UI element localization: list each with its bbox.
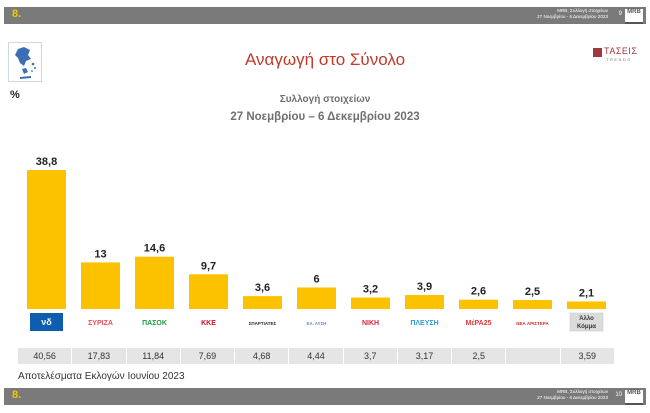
slide-number: 9 xyxy=(618,11,622,17)
party-logo-text: ΣΥΡΙΖΑ xyxy=(88,320,113,327)
previous-results-table: 40,56 17,83 11,84 7,69 4,68 4,44 3,7 3,17 2,5 3,5… xyxy=(18,348,615,364)
party-logo xyxy=(246,313,279,331)
bar-chart: 38,8 νδ 13 ΣΥΡΙΖΑ 14,6 ΠΑΣΟΚ 9,7 ΚΚΕ 3,6 ΣΠΑΡΤΙΑΤ… xyxy=(27,156,606,332)
party-logo-text: ΣΠΑΡΤΙΑΤΕΣ xyxy=(249,321,277,326)
previous-result-cell: 17,83 xyxy=(72,348,127,364)
chart-title: Αναγωγή στο Σύνολο xyxy=(244,50,406,69)
bar xyxy=(135,256,174,309)
footer-slide-number: 10 xyxy=(615,392,622,398)
bar xyxy=(351,297,390,309)
footer-page-label: 8. xyxy=(12,389,22,401)
bar xyxy=(189,274,228,309)
bottom-bar: 8. MRB, Συλλογή στοιχείων 27 Νοεμβρίου -… xyxy=(4,388,646,405)
chart-subtitle: Συλλογή στοιχείων xyxy=(279,94,371,105)
party-logo-text: Κόμμα xyxy=(577,324,596,330)
bar-value-label: 14,6 xyxy=(144,243,165,255)
party-logo xyxy=(462,313,495,331)
previous-result-cell: 7,69 xyxy=(180,348,236,364)
previous-result-cell: 4,44 xyxy=(289,348,344,364)
brand-name: ΤΑΣΕΙΣ xyxy=(604,46,638,56)
footer-info: MRB, Συλλογή στοιχείων 27 Νοεμβρίου - 6 … xyxy=(537,389,608,401)
bar-value-label: 13 xyxy=(94,248,106,260)
bar-value-label: 9,7 xyxy=(201,260,216,272)
party-logo xyxy=(138,313,171,331)
date-range: 27 Νοεμβρίου – 6 Δεκεμβρίου 2023 xyxy=(230,111,420,123)
previous-result-cell: 11,84 xyxy=(126,348,181,364)
header-info: MRB, Συλλογή στοιχείων 27 Νοεμβρίου - 6 … xyxy=(537,8,608,20)
bar-value-label: 2,6 xyxy=(471,286,486,298)
bar xyxy=(567,301,606,309)
bar-value-label: 2,1 xyxy=(579,287,594,299)
previous-result-cell xyxy=(506,348,561,364)
party-logo-text: Άλλο xyxy=(579,316,594,322)
bar xyxy=(27,170,66,309)
percent-label: % xyxy=(10,89,20,101)
bar xyxy=(459,299,498,309)
bar-value-label: 6 xyxy=(313,274,319,286)
brand-square-icon xyxy=(593,48,602,57)
bar-value-label: 3,9 xyxy=(417,281,432,293)
party-logo-text: ΚΚΕ xyxy=(201,320,216,327)
party-logo xyxy=(30,313,63,331)
bar-value-label: 38,8 xyxy=(36,156,57,168)
party-logo-text: ΝΙΚΗ xyxy=(362,320,379,327)
previous-result-cell: 3,59 xyxy=(560,348,615,364)
party-logo-text: νδ xyxy=(41,317,52,327)
party-logo xyxy=(300,313,333,331)
page-label: 8. xyxy=(12,8,22,20)
header-info-line2: 27 Νοεμβρίου - 6 Δεκεμβρίου 2023 xyxy=(537,14,608,19)
party-logo xyxy=(408,313,441,331)
bar xyxy=(297,287,336,309)
bar xyxy=(243,296,282,309)
previous-result-cell: 4,68 xyxy=(235,348,290,364)
previous-result-cell: 2,5 xyxy=(452,348,507,364)
party-logo-text: ΝΕΑ ΑΡΙΣΤΕΡΑ xyxy=(516,321,549,326)
bar xyxy=(513,300,552,309)
footer-info-line1: MRB, Συλλογή στοιχείων xyxy=(557,389,608,394)
bar-value-label: 3,2 xyxy=(363,284,378,296)
brand-sub: TRENDS xyxy=(606,57,632,62)
party-logo xyxy=(354,313,387,331)
party-logo-text: ΠΛΕΥΣΗ xyxy=(410,320,438,327)
mrb-logo: MRB xyxy=(625,9,643,24)
party-logo-text: ΠΑΣΟΚ xyxy=(142,320,167,327)
bar-value-label: 2,5 xyxy=(525,286,540,298)
party-logo xyxy=(569,312,604,332)
header-info-line1: MRB, Συλλογή στοιχείων xyxy=(557,8,608,13)
party-logo-text: ΕΛ. ΛΥΣΗ xyxy=(307,321,327,326)
footer-mrb-logo: MRB xyxy=(625,390,643,405)
bar xyxy=(81,262,120,309)
party-logo xyxy=(192,313,225,331)
previous-result-cell: 3,17 xyxy=(397,348,453,364)
party-logo-text: ΜέΡΑ25 xyxy=(466,320,492,327)
top-bar: 8. MRB, Συλλογή στοιχείων 27 Νοεμβρίου -… xyxy=(4,7,646,24)
footer-info-line2: 27 Νοεμβρίου - 6 Δεκεμβρίου 2023 xyxy=(537,395,608,400)
greece-map-icon xyxy=(8,42,42,82)
bar xyxy=(405,295,444,309)
party-logo xyxy=(84,313,117,331)
tasis-brand-logo: ΤΑΣΕΙΣ TRENDS xyxy=(593,44,639,64)
bar-value-label: 3,6 xyxy=(255,282,270,294)
previous-result-cell: 3,7 xyxy=(343,348,398,364)
previous-result-cell: 40,56 xyxy=(18,348,73,364)
previous-results-label: Αποτελέσματα Εκλογών Ιουνίου 2023 xyxy=(18,371,185,382)
party-logo xyxy=(516,313,549,331)
